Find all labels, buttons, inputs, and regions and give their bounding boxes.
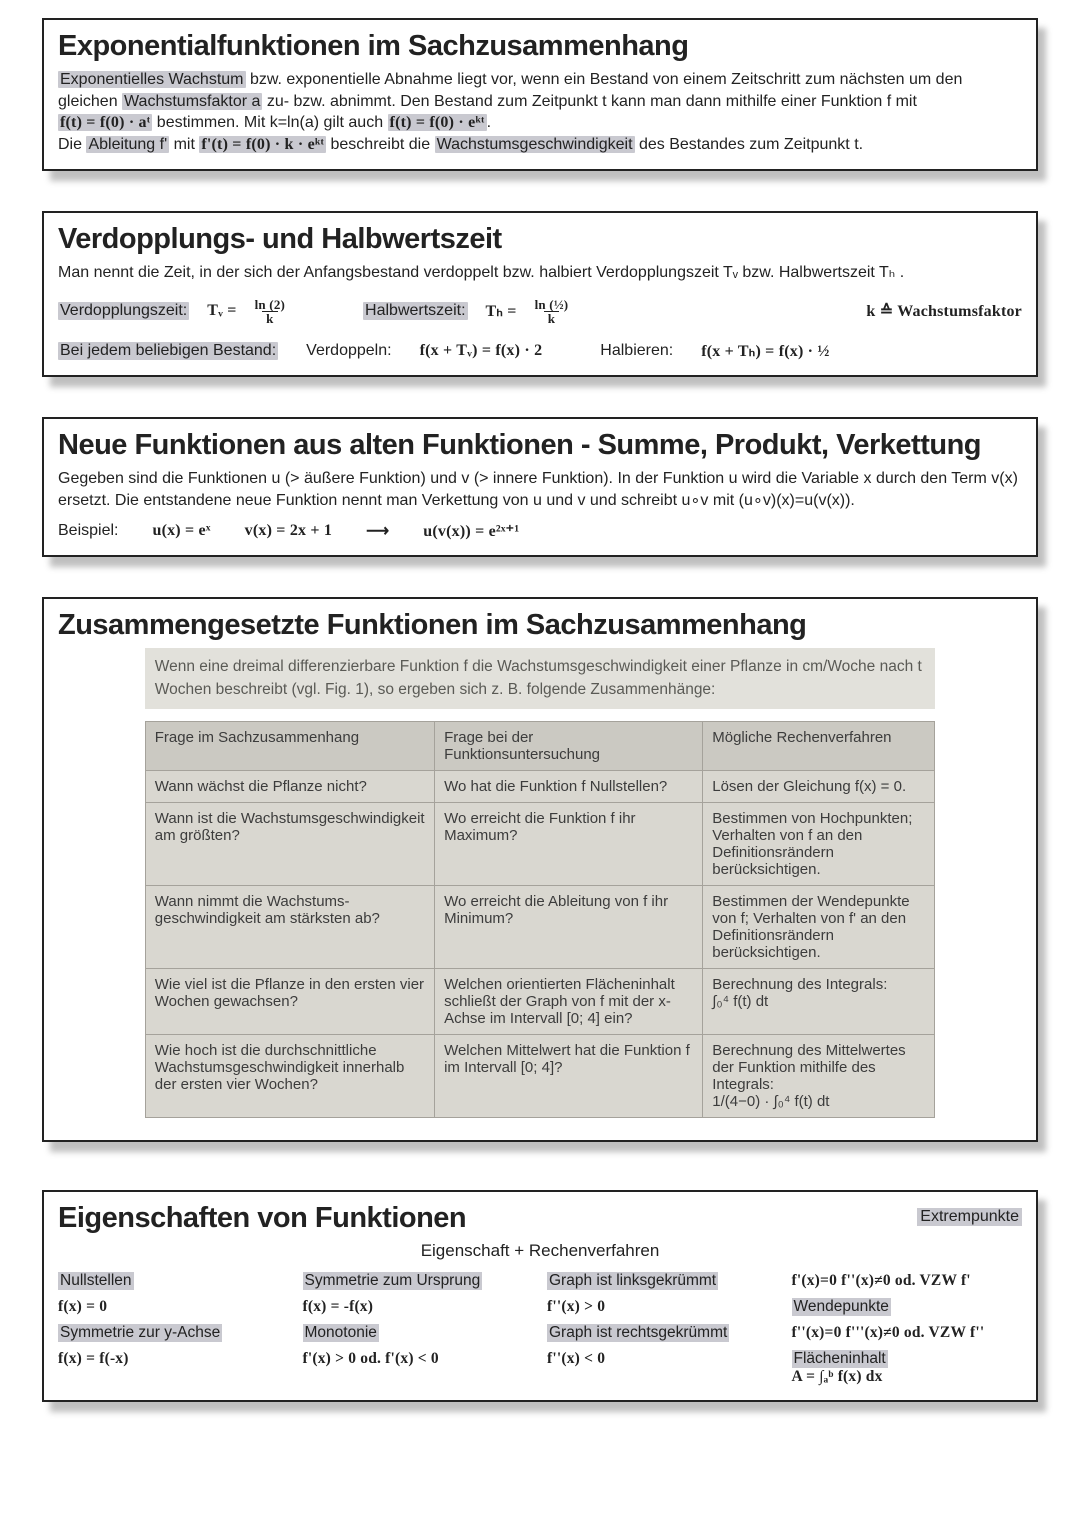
subtitle: Eigenschaft + Rechenverfahren [58,1241,1022,1261]
grid-cell: Wendepunkte [792,1298,1023,1316]
grid-cell: f(x) = 0 [58,1298,289,1316]
card-body: Man nennt die Zeit, in der sich der Anfa… [58,262,1022,284]
card-body: Gegeben sind die Funktionen u (> äußere … [58,468,1022,511]
card-properties: Eigenschaften von Funktionen Extrempunkt… [42,1190,1038,1402]
grid-cell: Monotonie [303,1324,534,1342]
grid-cell: Nullstellen [58,1272,289,1290]
formula-row: Bei jedem beliebigen Bestand: Verdoppeln… [58,341,1022,361]
formula-row: Verdopplungszeit: Tᵥ = ln (2) k Halbwert… [58,298,1022,325]
table-header-row: Frage im Sachzusammenhang Frage bei der … [145,722,934,771]
properties-grid: Eigenschaft + Rechenverfahren Nullstelle… [58,1243,1022,1386]
context-table: Frage im Sachzusammenhang Frage bei der … [145,721,935,1118]
grid-cell: f''(x)=0 f'''(x)≠0 od. VZW f'' [792,1324,1023,1342]
grid-cell: Flächeninhalt A = ∫ₐᵇ f(x) dx [792,1350,1023,1386]
card-body: Exponentielles Wachstum bzw. exponentiel… [58,69,1022,155]
card-title: Neue Funktionen aus alten Funktionen - S… [58,429,1022,462]
grid-cell: f(x) = f(-x) [58,1350,289,1386]
table-row: Wann nimmt die Wachstums­geschwindigkeit… [145,886,934,969]
fraction: ln (½) k [535,298,569,325]
grid-cell: f'(x)=0 f''(x)≠0 od. VZW f' [792,1272,1023,1290]
example-row: Beispiel: u(x) = eˣ v(x) = 2x + 1 ⟶ u(v(… [58,521,1022,541]
table-row: Wann wächst die Pflanze nicht?Wo hat die… [145,771,934,803]
table-row: Wann ist die Wachstums­geschwindigkeit a… [145,803,934,886]
table-row: Wie viel ist die Pflanze in den ersten v… [145,969,934,1035]
card-context-table: Zusammengesetzte Funktionen im Sachzusam… [42,597,1038,1142]
grid-cell: f(x) = -f(x) [303,1298,534,1316]
grid-cell: f''(x) > 0 [547,1298,778,1316]
grid-cell: f''(x) < 0 [547,1350,778,1386]
card-title: Exponentialfunktionen im Sachzusammenhan… [58,30,1022,63]
card-title: Zusammengesetzte Funktionen im Sachzusam… [58,609,1022,642]
table-caption: Wenn eine dreimal differenzierbare Funkt… [145,648,935,709]
card-composition: Neue Funktionen aus alten Funktionen - S… [42,417,1038,557]
property-label: Extrempunkte [917,1208,1022,1226]
grid-cell: f'(x) > 0 od. f'(x) < 0 [303,1350,534,1386]
card-exponential: Exponentialfunktionen im Sachzusammenhan… [42,18,1038,171]
grid-cell: Symmetrie zum Ursprung [303,1272,534,1290]
card-halftime: Verdopplungs- und Halbwertszeit Man nenn… [42,211,1038,377]
table-row: Wie hoch ist die durchschnittli­che Wach… [145,1035,934,1118]
card-title: Eigenschaften von Funktionen [58,1202,466,1235]
grid-cell: Graph ist linksgekrümmt [547,1272,778,1290]
grid-cell: Symmetrie zur y-Achse [58,1324,289,1342]
card-title: Verdopplungs- und Halbwertszeit [58,223,1022,256]
grid-cell: Graph ist rechtsgekrümmt [547,1324,778,1342]
fraction: ln (2) k [255,298,285,325]
